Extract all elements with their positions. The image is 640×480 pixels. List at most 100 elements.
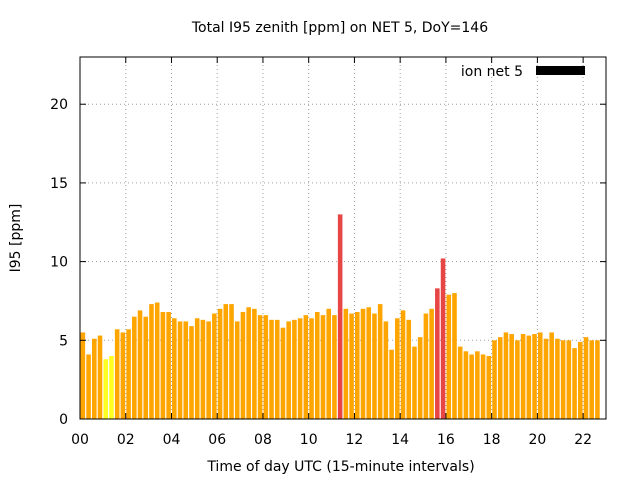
bar bbox=[400, 310, 406, 419]
bar bbox=[555, 338, 560, 419]
bar bbox=[366, 307, 372, 419]
bar bbox=[332, 315, 337, 419]
y-tick-label: 0 bbox=[59, 412, 68, 428]
y-tick-label: 10 bbox=[50, 255, 68, 271]
bar bbox=[160, 311, 166, 419]
bar bbox=[589, 340, 594, 419]
y-tick-label: 20 bbox=[50, 97, 68, 113]
x-tick-label: 08 bbox=[254, 432, 272, 448]
ticks: 00 02 04 06 08 10 12 14 16 18 20 22 0 5 10 15 20 bbox=[50, 57, 606, 448]
x-tick-label: 00 bbox=[71, 432, 89, 448]
bar bbox=[412, 346, 417, 419]
bar bbox=[383, 321, 389, 419]
bar bbox=[429, 308, 434, 419]
bar bbox=[463, 351, 469, 419]
bar bbox=[240, 311, 246, 419]
bar bbox=[343, 308, 349, 419]
x-tick-label: 04 bbox=[163, 432, 181, 448]
bar bbox=[286, 321, 291, 419]
bar bbox=[246, 307, 251, 419]
bar bbox=[269, 319, 274, 419]
bar bbox=[406, 319, 412, 419]
bar bbox=[492, 340, 497, 419]
bar bbox=[200, 319, 206, 419]
bar bbox=[435, 288, 440, 419]
bar bbox=[503, 332, 509, 419]
bar bbox=[526, 335, 532, 419]
bar bbox=[395, 318, 400, 419]
bar bbox=[132, 316, 137, 419]
bar bbox=[532, 334, 537, 419]
bar bbox=[497, 337, 503, 419]
bar bbox=[292, 319, 297, 419]
bar bbox=[355, 311, 360, 419]
bar bbox=[257, 315, 263, 419]
bar bbox=[372, 313, 377, 419]
bar bbox=[326, 308, 331, 419]
bar bbox=[143, 316, 149, 419]
bar bbox=[97, 335, 103, 419]
plot-frame bbox=[79, 56, 607, 420]
bar bbox=[183, 321, 189, 419]
bar bbox=[103, 359, 109, 419]
chart-title: Total I95 zenith [ppm] on NET 5, DoY=146 bbox=[191, 20, 488, 36]
bar bbox=[583, 337, 589, 419]
grid bbox=[80, 57, 606, 419]
x-tick-label: 16 bbox=[437, 432, 455, 448]
bar bbox=[212, 313, 217, 419]
x-tick-label: 14 bbox=[391, 432, 409, 448]
bar bbox=[314, 311, 320, 419]
bar bbox=[560, 340, 566, 419]
bar bbox=[440, 258, 446, 419]
bar bbox=[543, 338, 549, 419]
bar bbox=[320, 315, 326, 419]
bar bbox=[577, 341, 583, 419]
bar bbox=[389, 349, 394, 419]
bar bbox=[360, 308, 366, 419]
legend: ion net 5 bbox=[461, 64, 585, 80]
bar bbox=[572, 348, 577, 419]
bar bbox=[423, 313, 429, 419]
bar bbox=[515, 340, 520, 419]
bar bbox=[189, 326, 194, 419]
legend-label: ion net 5 bbox=[461, 64, 523, 80]
bar bbox=[309, 318, 314, 419]
bar bbox=[280, 327, 286, 419]
x-tick-label: 02 bbox=[117, 432, 135, 448]
bar bbox=[206, 321, 211, 419]
bars bbox=[80, 214, 600, 419]
bar bbox=[114, 329, 120, 419]
y-tick-label: 15 bbox=[50, 176, 68, 192]
bar bbox=[263, 315, 269, 419]
bar bbox=[126, 329, 131, 419]
bar bbox=[377, 304, 383, 419]
bar bbox=[86, 354, 91, 419]
bar bbox=[223, 304, 229, 419]
bar bbox=[172, 318, 177, 419]
bar bbox=[549, 332, 554, 419]
bar bbox=[509, 334, 514, 419]
y-tick-label: 5 bbox=[59, 333, 68, 349]
bar bbox=[297, 318, 303, 419]
bar bbox=[337, 214, 343, 419]
legend-swatch bbox=[536, 66, 585, 75]
bar bbox=[480, 354, 486, 419]
bar bbox=[229, 304, 234, 419]
bar bbox=[166, 311, 171, 419]
bar bbox=[109, 356, 114, 419]
bar bbox=[469, 354, 474, 419]
x-tick-label: 06 bbox=[208, 432, 226, 448]
x-tick-label: 10 bbox=[300, 432, 318, 448]
bar bbox=[486, 356, 492, 419]
bar bbox=[475, 351, 480, 419]
bar bbox=[595, 340, 600, 419]
bar bbox=[177, 321, 183, 419]
bar bbox=[137, 310, 143, 419]
bar bbox=[566, 340, 572, 419]
bar bbox=[154, 302, 160, 419]
bar bbox=[217, 308, 223, 419]
bar bbox=[537, 332, 543, 419]
bar bbox=[349, 313, 354, 419]
bar bbox=[234, 321, 240, 419]
